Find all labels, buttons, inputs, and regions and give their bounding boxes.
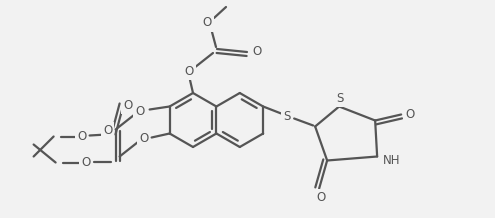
Text: O: O [103, 124, 112, 137]
Text: O: O [135, 105, 144, 118]
Text: S: S [284, 110, 291, 123]
Text: O: O [81, 156, 90, 169]
Text: O: O [202, 17, 212, 29]
Text: NH: NH [383, 154, 400, 167]
Text: O: O [316, 191, 326, 204]
Text: O: O [139, 132, 148, 145]
Text: O: O [252, 44, 262, 58]
Text: S: S [337, 92, 344, 105]
Text: O: O [123, 99, 132, 112]
Text: O: O [405, 108, 415, 121]
Text: O: O [184, 65, 194, 78]
Text: O: O [77, 130, 86, 143]
